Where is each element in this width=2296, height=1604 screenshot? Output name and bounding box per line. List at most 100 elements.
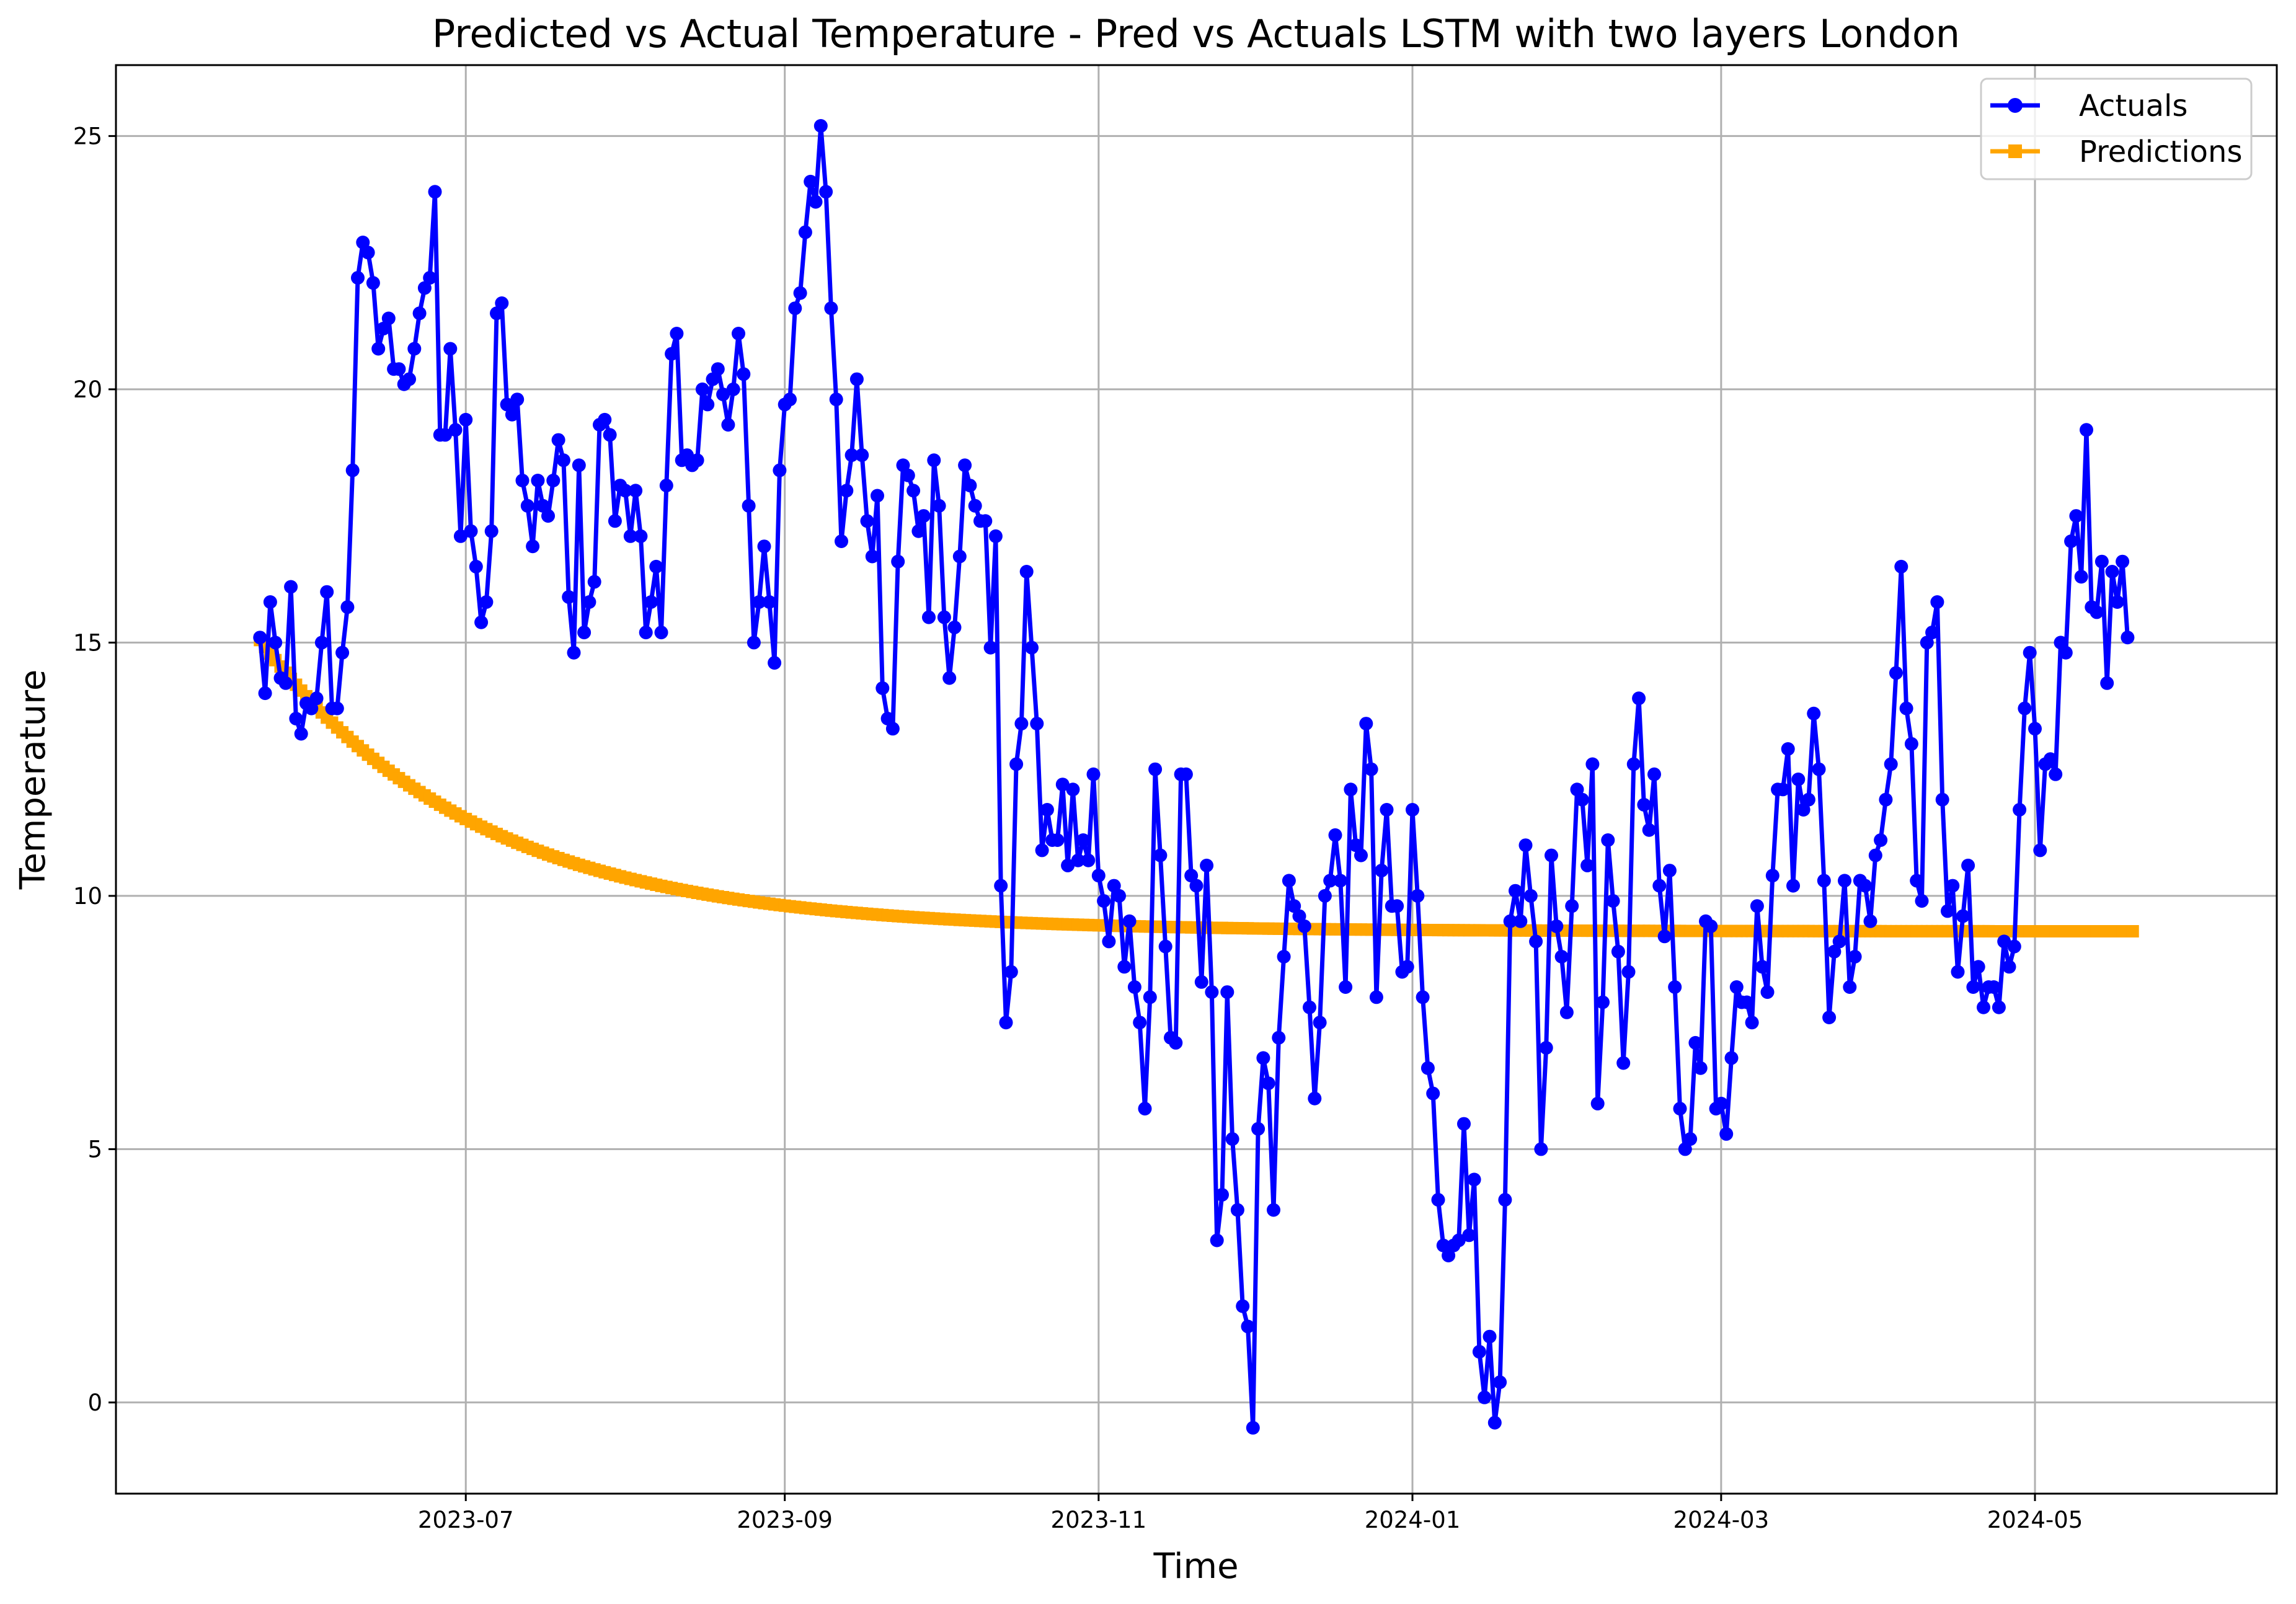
actuals-point [1652,879,1667,893]
actuals-point [1590,1096,1605,1110]
actuals-point [1215,1188,1229,1202]
actuals-point [1632,691,1646,706]
actuals-point [1956,909,1970,923]
actuals-point [793,286,807,300]
actuals-point [371,342,386,356]
actuals-point [1406,803,1419,817]
x-tick-label: 2023-09 [737,1507,833,1533]
actuals-point [649,559,663,574]
actuals-point [2116,554,2130,569]
actuals-point [1817,874,1831,888]
actuals-point [2074,570,2088,584]
actuals-point [484,524,499,538]
actuals-point [304,701,319,716]
actuals-point [2105,565,2119,578]
actuals-point [1601,833,1615,847]
actuals-point [2043,752,2057,766]
actuals-point [1205,985,1219,999]
actuals-point [1514,914,1528,928]
actuals-point [1436,1238,1450,1252]
actuals-point [1236,1299,1250,1313]
actuals-point [706,372,720,386]
actuals-point [423,271,437,285]
actuals-point [1493,1375,1507,1389]
actuals-point [1411,888,1425,903]
actuals-point [1400,960,1414,974]
actuals-point [1688,1035,1703,1050]
actuals-point [824,301,838,316]
actuals-point [1025,640,1039,655]
actuals-point [438,428,452,442]
actuals-point [747,636,761,650]
actuals-point [556,453,570,467]
actuals-point [726,382,740,396]
actuals-point [2080,423,2093,437]
actuals-point [1539,1041,1553,1055]
actuals-point [1483,1329,1497,1344]
actuals-point [1143,990,1157,1004]
actuals-point [1668,980,1682,994]
x-tick-label: 2023-11 [1051,1507,1147,1533]
actuals-point [1946,879,1960,893]
actuals-point [947,620,962,634]
actuals-point [289,712,303,725]
actuals-point [314,636,329,650]
actuals-point [1478,1390,1492,1404]
actuals-point [891,554,905,569]
actuals-point [958,458,972,472]
actuals-point [1267,1203,1280,1217]
actuals-point [531,474,545,487]
actuals-point [2110,595,2124,609]
actuals-point [577,626,592,640]
actuals-point [757,539,771,554]
legend: Actuals Predictions [1980,78,2253,180]
legend-actuals-label: Actuals [2079,89,2187,123]
actuals-point [1369,990,1383,1004]
actuals-point [1225,1132,1239,1146]
actuals-point [1549,919,1564,933]
actuals-series [253,119,2135,1435]
actuals-point [1750,899,1764,913]
actuals-point [361,246,375,260]
actuals-point [1354,848,1368,862]
actuals-point [2013,803,2027,817]
actuals-point [840,484,854,498]
actuals-point [1827,944,1842,959]
actuals-point [1256,1051,1270,1065]
actuals-point [582,595,596,609]
actuals-point [1004,965,1018,979]
actuals-point [721,418,735,432]
actuals-point [1523,888,1538,903]
actuals-point [495,296,509,310]
actuals-point [711,362,725,376]
actuals-point [1102,934,1116,949]
actuals-point [1200,858,1214,872]
actuals-point [1786,879,1800,893]
actuals-point [942,671,957,685]
x-tick-label: 2024-01 [1365,1507,1461,1533]
actuals-point [901,468,915,482]
y-tick-label: 25 [73,123,102,149]
actuals-point [798,225,812,239]
actuals-point [345,463,360,477]
actuals-point [1662,864,1677,878]
actuals-point [1673,1102,1687,1116]
actuals-point [1333,874,1347,888]
actuals-point [1693,1061,1708,1075]
actuals-point [1122,914,1137,928]
actuals-point [1935,792,1949,807]
actuals-point [932,498,946,513]
actuals-point [381,311,396,326]
predictions-point [2126,925,2139,937]
actuals-point [2002,960,2016,974]
actuals-point [644,595,658,609]
actuals-point [2094,554,2109,569]
actuals-point [1534,1142,1548,1156]
actuals-point [1930,595,1944,609]
actuals-point [1884,757,1898,771]
actuals-point [963,479,977,493]
actuals-point [1642,823,1656,837]
actuals-point [860,514,874,528]
actuals-point [1637,797,1651,812]
